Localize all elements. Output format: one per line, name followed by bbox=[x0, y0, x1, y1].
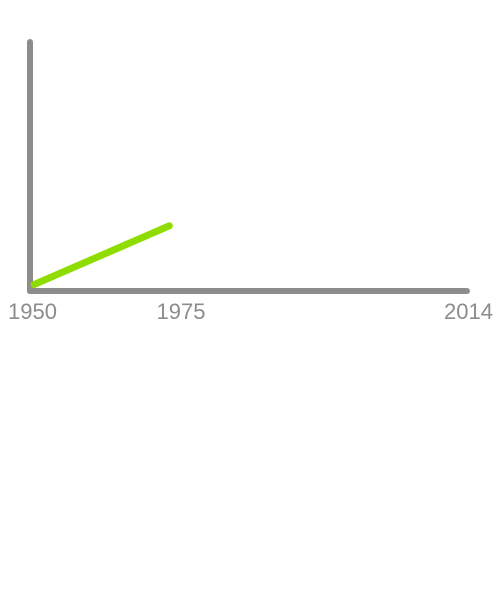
series-line-0 bbox=[30, 222, 173, 289]
x-tick-label-1950: 1950 bbox=[8, 299, 57, 324]
x-tick-label-2014: 2014 bbox=[444, 299, 493, 324]
series-layer bbox=[30, 222, 173, 289]
x-tick-label-1975: 1975 bbox=[157, 299, 206, 324]
